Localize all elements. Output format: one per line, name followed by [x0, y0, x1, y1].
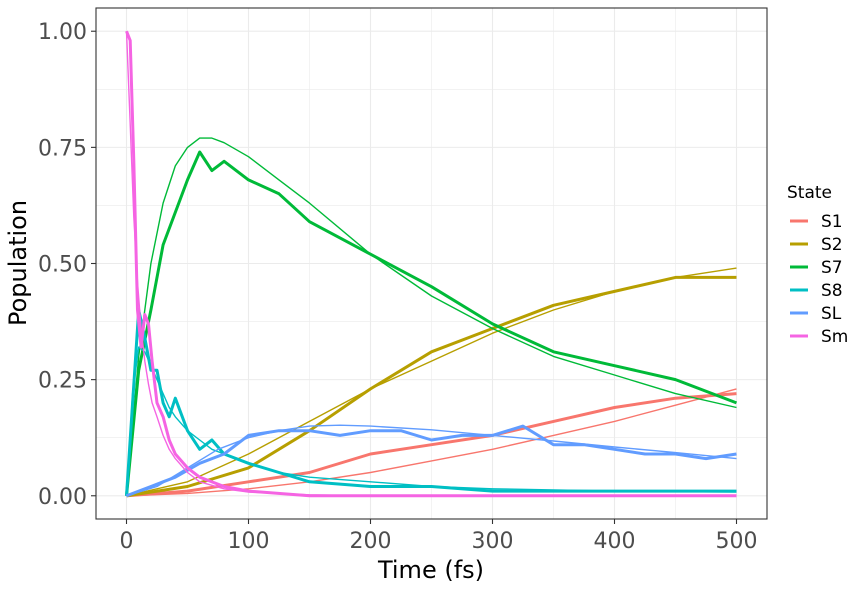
series-S7 — [125, 137, 738, 496]
legend: State S1 S2 S7 S8 SL Sm — [787, 183, 848, 347]
series-layer — [125, 30, 738, 498]
axis-ticks — [91, 30, 738, 524]
y-tick-label: 0.25 — [38, 369, 87, 394]
legend-label: SL — [821, 304, 842, 324]
legend-items: S1 S2 S7 S8 SL Sm — [790, 212, 848, 347]
y-axis-title: Population — [4, 200, 32, 326]
x-tick-label: 500 — [716, 529, 758, 554]
legend-item-Sm: Sm — [790, 327, 848, 347]
legend-title: State — [787, 183, 832, 203]
legend-item-S1: S1 — [790, 212, 843, 232]
y-tick-label: 0.75 — [38, 136, 87, 161]
legend-item-S2: S2 — [790, 235, 843, 255]
y-tick-label: 0.50 — [38, 253, 87, 278]
series-Sm — [125, 30, 737, 498]
legend-label: S7 — [821, 258, 843, 278]
fit-line-S7 — [125, 137, 737, 496]
simulated-line-Sm — [125, 30, 737, 498]
simulated-line-SL — [125, 424, 737, 498]
simulated-line-S2 — [126, 275, 737, 498]
series-SL — [125, 424, 737, 498]
x-axis-title: Time (fs) — [377, 556, 484, 584]
series-S1 — [126, 388, 737, 498]
x-tick-label: 100 — [228, 529, 270, 554]
simulated-line-S1 — [126, 392, 737, 498]
x-tick-label: 300 — [472, 529, 514, 554]
series-S2 — [126, 267, 737, 498]
x-tick-labels: 0 100 200 300 400 500 — [120, 529, 758, 554]
y-tick-labels: 0.00 0.25 0.50 0.75 1.00 — [38, 20, 87, 510]
legend-item-S8: S8 — [790, 281, 843, 301]
legend-label: Sm — [821, 327, 848, 347]
fit-line-S1 — [126, 388, 737, 497]
y-tick-label: 0.00 — [38, 485, 87, 510]
x-tick-label: 0 — [120, 529, 134, 554]
legend-item-SL: SL — [790, 304, 842, 324]
legend-label: S8 — [821, 281, 843, 301]
legend-item-S7: S7 — [790, 258, 843, 278]
x-tick-label: 200 — [350, 529, 392, 554]
simulated-line-S8 — [125, 308, 737, 496]
y-tick-label: 1.00 — [38, 20, 87, 45]
simulated-line-S7 — [125, 150, 738, 496]
legend-label: S1 — [821, 212, 843, 232]
grid — [96, 8, 767, 519]
x-tick-label: 400 — [594, 529, 636, 554]
legend-label: S2 — [821, 235, 843, 255]
series-S8 — [125, 308, 737, 496]
